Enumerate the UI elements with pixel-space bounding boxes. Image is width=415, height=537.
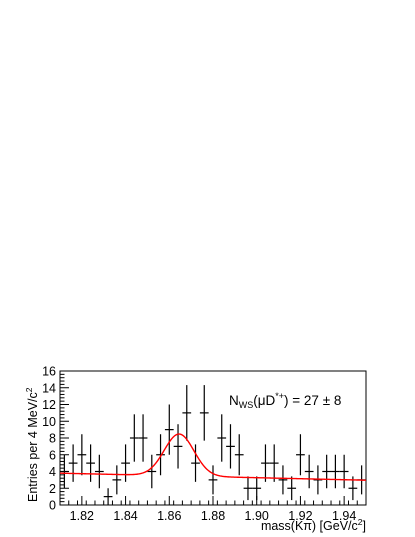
x-axis-label-text: mass(Kπ) [GeV/c bbox=[261, 519, 358, 533]
data-point bbox=[252, 476, 262, 501]
data-point bbox=[322, 454, 332, 489]
data-point bbox=[112, 465, 122, 495]
data-point bbox=[77, 434, 87, 476]
data-point bbox=[147, 454, 157, 489]
data-point bbox=[86, 444, 95, 482]
x-tick-label: 1.94 bbox=[332, 509, 356, 523]
x-axis-label-end: ] bbox=[363, 519, 366, 533]
data-point bbox=[304, 454, 314, 489]
data-point bbox=[156, 434, 165, 476]
y-axis-label-sup: 2 bbox=[24, 387, 34, 392]
data-point bbox=[173, 424, 183, 469]
data-point bbox=[68, 444, 78, 482]
data-points bbox=[60, 385, 366, 505]
data-point bbox=[296, 434, 305, 476]
y-tick-label: 14 bbox=[42, 381, 56, 395]
data-point bbox=[138, 414, 148, 462]
data-point bbox=[191, 444, 200, 482]
x-tick-label: 1.88 bbox=[201, 509, 225, 523]
y-axis-label: Entries per 4 MeV/c2 bbox=[24, 387, 40, 502]
data-point bbox=[331, 454, 340, 489]
data-point bbox=[103, 488, 113, 505]
y-tick-label: 12 bbox=[42, 398, 56, 412]
annotation-sub: WS bbox=[239, 400, 254, 410]
x-tick-label: 1.82 bbox=[70, 509, 94, 523]
x-axis-label: mass(Kπ) [GeV/c2] bbox=[261, 517, 366, 533]
y-tick-label: 4 bbox=[49, 465, 56, 479]
data-point bbox=[129, 414, 139, 462]
y-axis-label-text: Entries per 4 MeV/c bbox=[26, 392, 40, 502]
data-point bbox=[217, 414, 227, 462]
annotation-rest: ) = 27 ± 8 bbox=[284, 393, 341, 408]
annotation-open: (μD bbox=[253, 393, 275, 408]
x-axis: 1.82 1.84 1.86 1.88 1.90 1.92 1.94 bbox=[59, 496, 367, 523]
data-point bbox=[199, 385, 209, 441]
data-point bbox=[60, 454, 69, 489]
annotation-sup: *+ bbox=[275, 391, 284, 401]
data-point bbox=[94, 454, 104, 489]
y-tick-label: 0 bbox=[49, 499, 56, 513]
y-tick-label: 10 bbox=[42, 415, 56, 429]
data-point bbox=[339, 454, 349, 489]
x-tick-label: 1.84 bbox=[113, 509, 137, 523]
y-tick-label: 2 bbox=[49, 482, 56, 496]
y-axis: 0 2 4 6 8 10 12 14 16 bbox=[42, 365, 69, 513]
annotation: NWS(μD*+) = 27 ± 8 bbox=[229, 391, 341, 410]
x-tick-label: 1.86 bbox=[157, 509, 181, 523]
data-point bbox=[261, 444, 270, 482]
data-point bbox=[121, 444, 130, 482]
data-point bbox=[234, 434, 244, 476]
data-point bbox=[287, 476, 297, 501]
x-tick-label: 1.90 bbox=[245, 509, 269, 523]
data-point bbox=[243, 476, 253, 501]
fit-curve bbox=[59, 433, 367, 481]
data-point bbox=[226, 424, 235, 469]
x-axis-label-sup: 2 bbox=[358, 517, 363, 527]
y-tick-label: 16 bbox=[42, 365, 56, 379]
data-point bbox=[182, 385, 192, 441]
data-point bbox=[164, 404, 174, 455]
annotation-prefix: N bbox=[229, 393, 239, 408]
data-point bbox=[269, 444, 279, 482]
y-tick-label: 8 bbox=[49, 432, 56, 446]
data-point bbox=[313, 465, 323, 495]
data-point bbox=[208, 465, 218, 495]
y-tick-label: 6 bbox=[49, 448, 56, 462]
x-tick-label: 1.92 bbox=[288, 509, 312, 523]
data-point bbox=[278, 465, 288, 495]
